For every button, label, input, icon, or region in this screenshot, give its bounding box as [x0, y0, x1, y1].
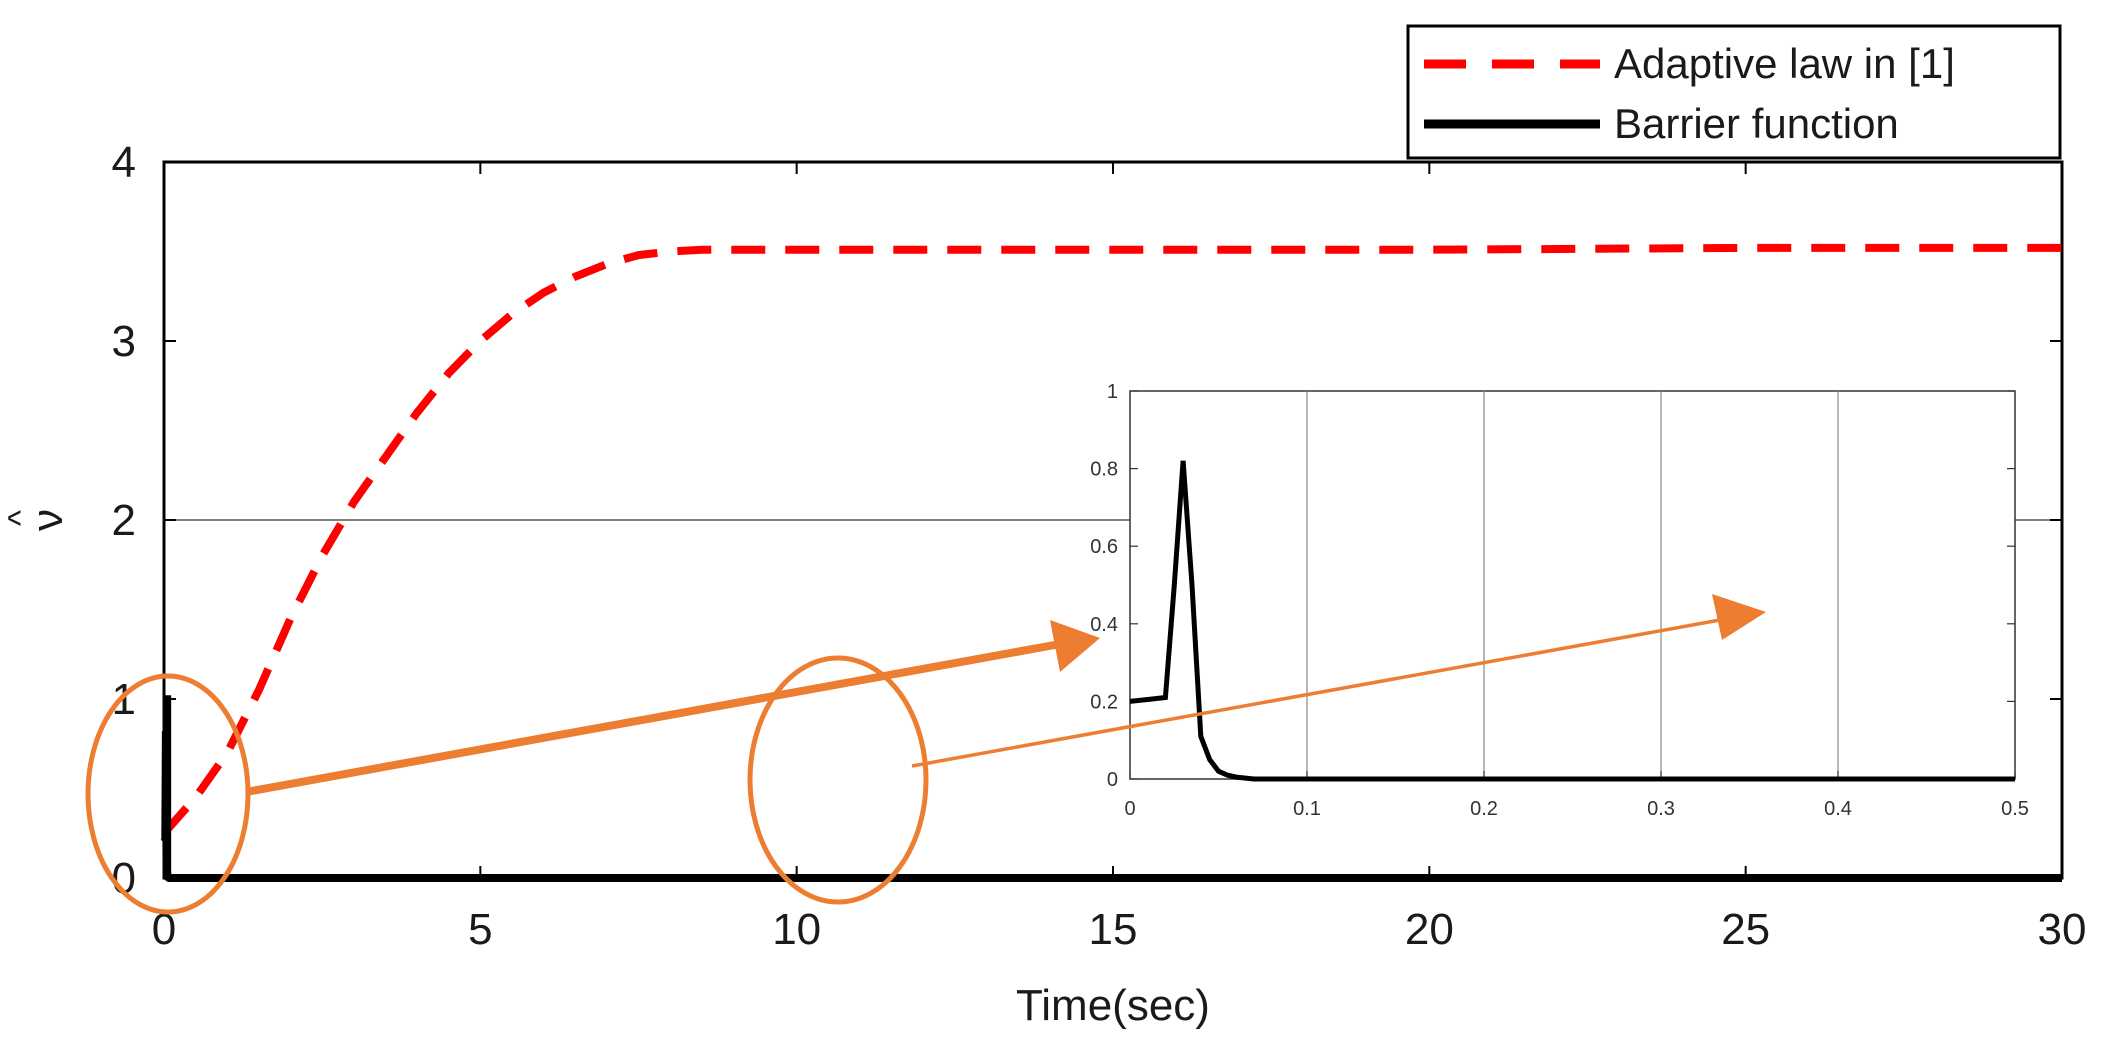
legend: Adaptive law in [1] Barrier function: [1406, 24, 2062, 160]
inset-y-tick-label: 1: [1107, 381, 1118, 403]
x-tick-label: 10: [772, 905, 821, 954]
inset-y-tick-label: 0.8: [1090, 459, 1118, 481]
arrow-to-inset-right-head: [1712, 594, 1766, 640]
inset-y-tick-label: 0: [1107, 769, 1118, 791]
inset-x-tick-label: 0.2: [1470, 798, 1498, 820]
inset-x-tick-label: 0.4: [1824, 798, 1852, 820]
y-tick-label: 2: [112, 496, 136, 545]
legend-label-adaptive: Adaptive law in [1]: [1614, 40, 1955, 87]
x-tick-label: 5: [468, 905, 492, 954]
arrow-to-inset-right: [911, 618, 1721, 768]
x-tick-label: 20: [1405, 905, 1454, 954]
y-tick-label: 3: [112, 317, 136, 366]
inset-y-tick-label: 0.6: [1090, 536, 1118, 558]
zoom-annotations: [85, 594, 1766, 915]
inset-plot-area: [1129, 390, 2016, 780]
y-tick-label: 1: [112, 675, 136, 724]
svg-text:^: ^: [2, 510, 40, 526]
arrow-to-inset-left-head: [1050, 620, 1100, 672]
adaptive-law-line: [161, 243, 2062, 836]
inset-x-tick-label: 0: [1124, 798, 1135, 820]
y-tick-label: 4: [112, 138, 136, 187]
inset-x-tick-label: 0.3: [1647, 798, 1675, 820]
inset-y-tick-label: 0.2: [1090, 691, 1118, 713]
inset-x-tick-label: 0.5: [2001, 798, 2029, 820]
inset-x-tick-label: 0.1: [1293, 798, 1321, 820]
inset-ticks: [1129, 390, 2016, 780]
inset-tick-labels: 0 0.1 0.2 0.3 0.4 0.5 0 0.2 0.4 0.6 0.8 1: [1090, 381, 2029, 820]
x-axis-label: Time(sec): [1016, 981, 1210, 1030]
legend-box: [1406, 24, 2062, 160]
x-tick-label: 25: [1721, 905, 1770, 954]
inset-barrier-function-line: [1129, 460, 2015, 782]
inset-grid: [1306, 391, 1839, 779]
zoom-region-mid-axis: [747, 655, 929, 905]
arrow-to-inset-left: [245, 640, 1061, 796]
x-tick-label: 15: [1089, 905, 1138, 954]
legend-label-barrier: Barrier function: [1614, 100, 1899, 147]
svg-text:ν: ν: [23, 509, 72, 531]
inset-y-tick-label: 0.4: [1090, 614, 1118, 636]
y-axis-label: ν ^: [2, 509, 72, 531]
x-tick-label: 30: [2038, 905, 2087, 954]
